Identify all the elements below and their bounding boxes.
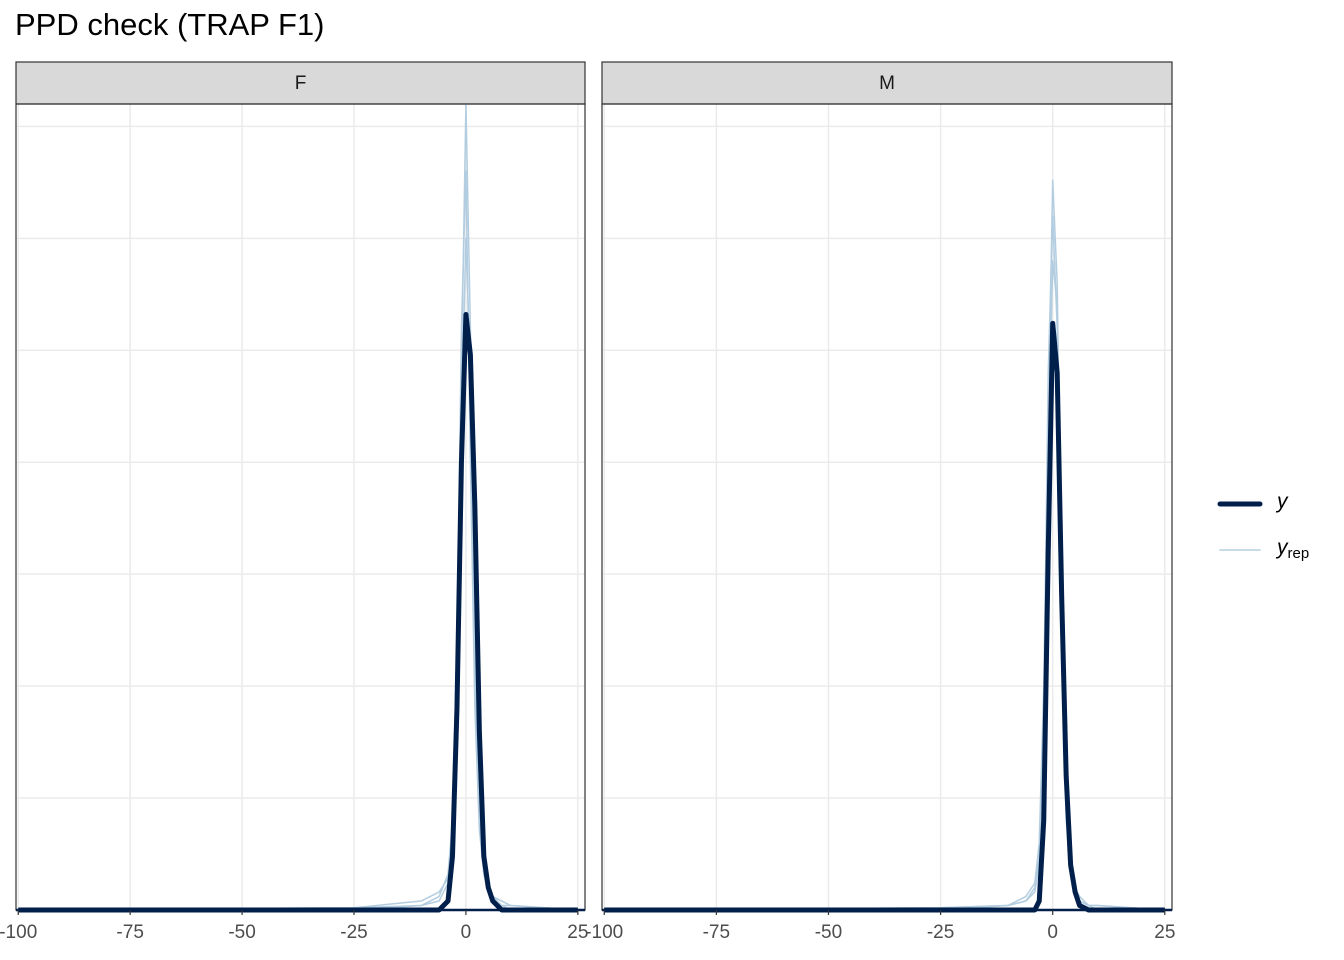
panel-background (602, 104, 1172, 910)
x-tick-label: -50 (228, 922, 255, 943)
x-tick-label: -25 (927, 922, 954, 943)
facet-label: M (879, 73, 895, 94)
legend-label-main: y (1275, 490, 1289, 513)
chart-title: PPD check (TRAP F1) (15, 7, 325, 42)
facet-label: F (295, 73, 307, 94)
panel-background (16, 104, 585, 910)
legend-label-sub: rep (1288, 545, 1310, 562)
x-tick-label: -25 (340, 922, 367, 943)
legend-label-main: y (1275, 536, 1289, 559)
facet-strip (15, 61, 586, 105)
x-tick-label: -75 (116, 922, 143, 943)
legend-label: yrep (1275, 536, 1309, 562)
x-tick-label: 25 (567, 922, 588, 943)
density-line (604, 179, 1165, 911)
x-tick-label: -100 (0, 922, 37, 943)
density-line (604, 259, 1165, 911)
x-tick-label: 0 (461, 922, 472, 943)
x-tick-label: -75 (703, 922, 730, 943)
x-tick-label: -50 (815, 922, 842, 943)
x-tick-label: 25 (1154, 922, 1175, 943)
x-tick-label: 0 (1047, 922, 1058, 943)
x-tick-label: -100 (585, 922, 623, 943)
legend-label: y (1275, 490, 1289, 513)
